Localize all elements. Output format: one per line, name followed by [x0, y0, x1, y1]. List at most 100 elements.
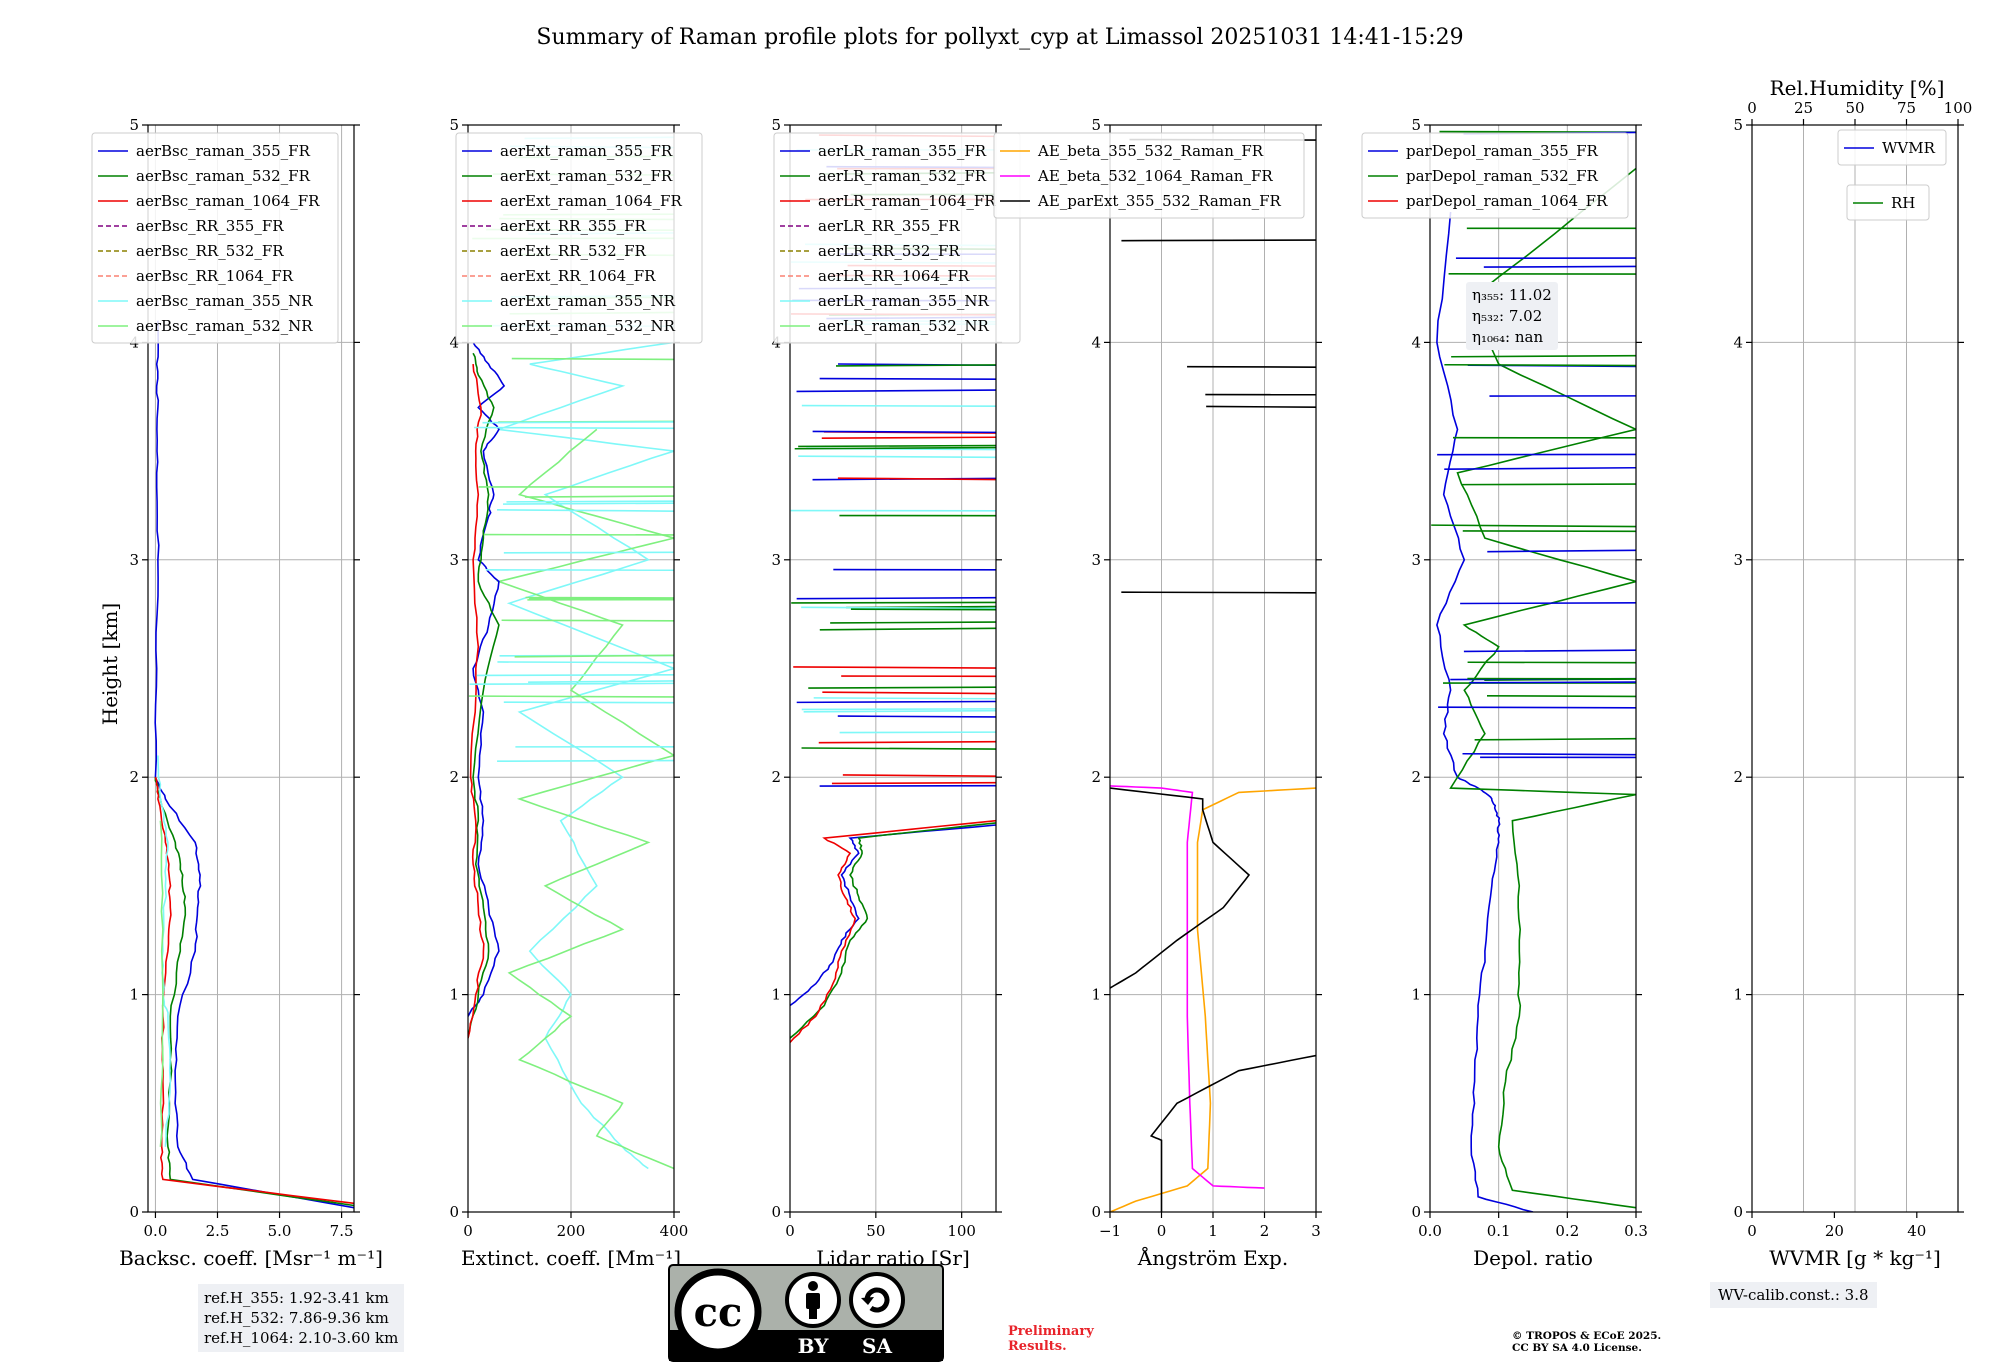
spike-lr — [797, 390, 996, 391]
spike-lr — [822, 692, 996, 693]
spike-ext — [528, 681, 674, 682]
figure-title: Summary of Raman profile plots for polly… — [536, 25, 1463, 50]
ytick-label: 3 — [771, 551, 781, 569]
ytick-label: 0 — [1733, 1203, 1743, 1221]
ref-height-532: ref.H_532: 7.86-9.36 km — [204, 1308, 398, 1328]
eta-annotation: η₃₅₅: 11.02 — [1472, 286, 1552, 304]
xtick-label: 3 — [1311, 1222, 1321, 1240]
spike-ae — [1206, 406, 1316, 407]
legend-entry: aerExt_raman_355_NR — [500, 292, 676, 310]
spike-lr — [797, 598, 996, 599]
spike-depol — [1461, 484, 1636, 485]
spike-lr — [793, 667, 996, 668]
spike-lr — [843, 775, 996, 776]
ytick-label: 0 — [449, 1203, 459, 1221]
spike-lr — [802, 748, 996, 749]
ytick-label: 2 — [771, 768, 781, 786]
spike-lr — [832, 783, 996, 784]
series-aerExt_raman_532_NR — [499, 429, 674, 1168]
xtick-label: 0 — [1157, 1222, 1167, 1240]
spike-depol — [1444, 365, 1636, 366]
top-xtick-label: 50 — [1845, 99, 1864, 117]
top-xtick-label: 25 — [1794, 99, 1813, 117]
panel-lr: 012345050100Lidar ratio [Sr]aerLR_raman_… — [771, 116, 1020, 1270]
xtick-label: 400 — [660, 1222, 689, 1240]
spike-lr — [814, 698, 996, 699]
spike-lr — [819, 742, 996, 743]
spike-ae — [1121, 592, 1316, 593]
spike-lr — [802, 406, 996, 407]
legend-entry: aerExt_raman_532_FR — [500, 167, 673, 185]
copyright-note: © TROPOS & ECoE 2025. CC BY SA 4.0 Licen… — [1512, 1330, 1661, 1354]
legend-entry: aerExt_RR_1064_FR — [500, 267, 656, 285]
spike-lr — [795, 448, 996, 449]
spike-ext — [497, 662, 674, 663]
xtick-label: 5.0 — [268, 1222, 292, 1240]
series-AE_parExt_355_532_Raman_FR — [1110, 788, 1249, 988]
spike-ext — [525, 496, 674, 497]
copyright-line-2: CC BY SA 4.0 License. — [1512, 1342, 1661, 1354]
legend-entry: aerLR_raman_532_NR — [818, 317, 989, 335]
legend-entry: aerLR_RR_532_FR — [818, 242, 960, 260]
legend-entry: AE_parExt_355_532_Raman_FR — [1037, 192, 1282, 210]
preliminary-note: Preliminary Results. — [1008, 1324, 1094, 1354]
cc-license-badge: cc BY SA — [668, 1264, 944, 1362]
series-aerBsc_raman_532_FR — [155, 777, 354, 1205]
legend-entry: aerExt_raman_532_NR — [500, 317, 676, 335]
xtick-label: 40 — [1907, 1222, 1926, 1240]
legend-entry: parDepol_raman_1064_FR — [1406, 192, 1608, 210]
xtick-label: −1 — [1099, 1222, 1121, 1240]
sa-label: SA — [862, 1334, 892, 1358]
ytick-label: 2 — [1091, 768, 1101, 786]
legend-entry: aerLR_RR_355_FR — [818, 217, 960, 235]
spike-depol — [1451, 356, 1636, 357]
wv-calib-box: WV-calib.const.: 3.8 — [1710, 1282, 1877, 1308]
legend-entry: AE_beta_355_532_Raman_FR — [1037, 142, 1264, 160]
ytick-label: 1 — [449, 986, 459, 1004]
ytick-label: 2 — [449, 768, 459, 786]
top-xtick-label: 75 — [1897, 99, 1916, 117]
legend-entry: aerExt_raman_1064_FR — [500, 192, 682, 210]
xtick-label: 2.5 — [206, 1222, 230, 1240]
spike-ext — [497, 761, 674, 762]
xtick-label: 0 — [785, 1222, 795, 1240]
reference-heights-box: ref.H_355: 1.92-3.41 km ref.H_532: 7.86-… — [198, 1284, 404, 1352]
ytick-label: 5 — [771, 116, 781, 134]
ytick-label: 1 — [1091, 986, 1101, 1004]
legend-entry: WVMR — [1882, 139, 1936, 157]
spike-depol — [1487, 696, 1636, 697]
xaxis-label-bsc: Backsc. coeff. [Msr⁻¹ m⁻¹] — [119, 1246, 383, 1270]
spike-ext — [512, 359, 674, 360]
xtick-label: 1 — [1208, 1222, 1218, 1240]
spike-lr — [820, 628, 996, 629]
spike-depol — [1487, 550, 1636, 551]
legend-ext: aerExt_raman_355_FRaerExt_raman_532_FRae… — [456, 133, 702, 343]
legend-box — [92, 133, 338, 343]
ytick-label: 1 — [129, 986, 139, 1004]
spike-lr — [838, 716, 996, 717]
series-aerExt_raman_355_NR — [499, 342, 674, 1168]
spike-lr — [801, 607, 996, 608]
ytick-label: 5 — [1091, 116, 1101, 134]
xtick-label: 100 — [947, 1222, 976, 1240]
spike-depol — [1431, 525, 1636, 526]
spike-depol — [1460, 603, 1636, 604]
legend-entry: aerBsc_RR_1064_FR — [136, 267, 294, 285]
top-xaxis-label: Rel.Humidity [%] — [1770, 76, 1945, 100]
xtick-label: 200 — [557, 1222, 586, 1240]
top-xtick-label: 0 — [1747, 99, 1757, 117]
spike-ext — [506, 501, 674, 502]
share-alike-icon — [851, 1274, 903, 1326]
ytick-label: 3 — [1411, 551, 1421, 569]
legend-entry: aerLR_RR_1064_FR — [818, 267, 970, 285]
ytick-label: 5 — [129, 116, 139, 134]
series-parDepol_raman_355_FR — [1437, 212, 1533, 1212]
ytick-label: 1 — [1733, 986, 1743, 1004]
legend-entry: aerExt_RR_355_FR — [500, 217, 647, 235]
ytick-label: 5 — [1733, 116, 1743, 134]
spike-lr — [798, 456, 996, 457]
series-aerBsc_raman_355_FR — [155, 321, 354, 1208]
